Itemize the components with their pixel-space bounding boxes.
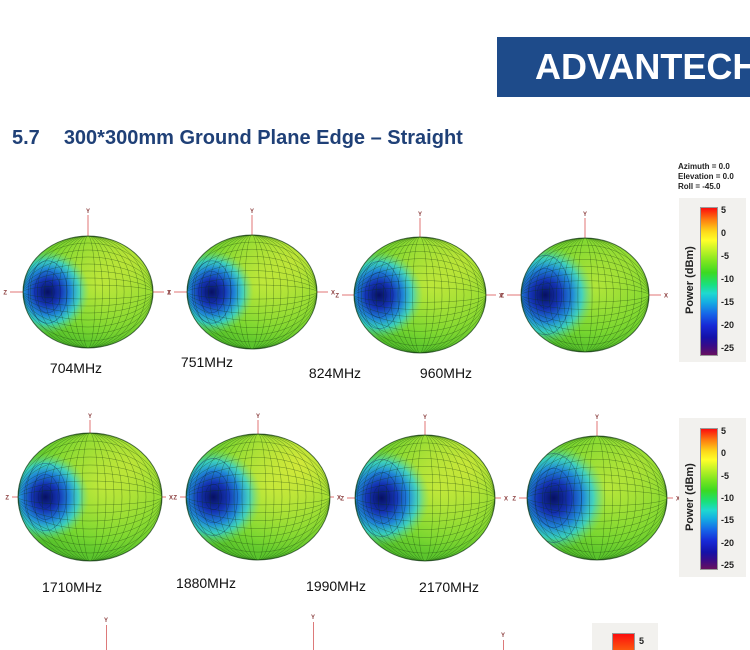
orientation-roll: Roll = -45.0 xyxy=(678,182,721,191)
colorbar-tick: -25 xyxy=(721,343,735,353)
x-axis-label: X xyxy=(504,497,508,503)
radiation-pattern-3d: YZ X xyxy=(167,209,335,350)
section-number: 5.7 xyxy=(12,127,40,149)
pattern-surface xyxy=(527,436,667,560)
y-axis-line xyxy=(105,625,107,650)
frequency-label: 1710MHz xyxy=(42,579,102,595)
frequency-label: 824MHz xyxy=(308,365,362,381)
x-axis-label: X xyxy=(167,291,171,297)
orientation-info: Azimuth = 0.0 Elevation = 0.0 Roll = -45… xyxy=(678,162,734,192)
y-axis-label: Y xyxy=(103,618,108,624)
frequency-label: 704MHz xyxy=(49,360,103,376)
y-axis-label: Y xyxy=(86,209,90,215)
orientation-azimuth: Azimuth = 0.0 xyxy=(678,162,730,171)
y-axis-line xyxy=(312,622,314,650)
y-axis-label: Y xyxy=(88,414,92,420)
colorbar-tick: -20 xyxy=(721,537,735,548)
frequency-label: 1880MHz xyxy=(176,575,236,591)
radiation-pattern-3d: YZ X xyxy=(500,212,668,353)
z-axis-label: Z xyxy=(512,497,516,503)
logo-text: ADVANTECH xyxy=(535,46,750,87)
radiation-pattern-3d: YZ X xyxy=(340,415,508,562)
colorbar-gradient xyxy=(700,207,718,356)
pattern-surface xyxy=(18,433,162,561)
colorbar-gradient xyxy=(700,428,718,570)
colorbar-row1: Power (dBm) 5 0 -5 -10 -15 -20 -25 xyxy=(679,198,746,362)
colorbar-tick: -5 xyxy=(721,470,730,481)
colorbar-tick: 5 xyxy=(721,426,727,436)
section-title: 300*300mm Ground Plane Edge – Straight xyxy=(63,127,463,149)
z-axis-label: Z xyxy=(173,496,177,502)
frequency-label: 2170MHz xyxy=(419,579,479,595)
y-axis-label: Y xyxy=(310,615,315,621)
pattern-surface xyxy=(521,238,649,352)
pattern-surface xyxy=(355,435,495,561)
radiation-pattern-3d: YZ X xyxy=(3,209,171,349)
row3-pattern2-y-axis: Y xyxy=(308,615,318,650)
colorbar-gradient xyxy=(612,633,635,650)
colorbar-ticks: 5 0 -5 -10 -15 -20 -25 xyxy=(721,426,745,570)
radiation-pattern-3d: Y Z X xyxy=(512,415,680,561)
colorbar-row2: Power (dBm) 5 0 -5 -10 -15 -20 -25 xyxy=(679,418,746,577)
y-axis-label: Y xyxy=(500,633,505,639)
colorbar-row3-partial: 5 xyxy=(592,623,658,650)
row3-pattern1-y-axis: Y xyxy=(101,618,111,650)
colorbar-axis-label: Power (dBm) xyxy=(684,246,696,314)
orientation-elevation: Elevation = 0.0 xyxy=(678,172,734,181)
y-axis-label: Y xyxy=(423,415,427,421)
colorbar-tick: -10 xyxy=(721,274,735,284)
y-axis-label: Y xyxy=(256,414,260,420)
radiation-pattern-3d: YZ X xyxy=(335,212,503,354)
frequency-label: 1990MHz xyxy=(306,578,366,594)
colorbar-tick: 0 xyxy=(721,448,727,459)
z-axis-label: Z xyxy=(3,291,7,297)
y-axis-label: Y xyxy=(583,212,587,218)
pattern-surface xyxy=(186,434,330,560)
y-axis-label: Y xyxy=(250,209,254,215)
radiation-pattern-3d: YZ X xyxy=(173,414,341,561)
x-axis-label: X xyxy=(499,294,503,300)
z-axis-label: Z xyxy=(5,496,9,502)
x-axis-label: X xyxy=(676,497,680,503)
colorbar-tick: 0 xyxy=(721,228,727,238)
z-axis-label: Z xyxy=(335,294,339,300)
y-axis-line xyxy=(502,640,504,650)
colorbar-tick: -20 xyxy=(721,320,735,330)
frequency-label: 751MHz xyxy=(180,354,234,370)
colorbar-tick: 5 xyxy=(639,636,645,646)
colorbar-tick: -15 xyxy=(721,297,735,307)
colorbar-tick: 5 xyxy=(721,205,727,215)
pattern-surface xyxy=(23,236,153,348)
y-axis-label: Y xyxy=(418,212,422,218)
x-axis-label: X xyxy=(337,496,341,502)
radiation-pattern-3d: Y Z X xyxy=(5,414,173,562)
advantech-logo: ADVANTECH xyxy=(497,37,750,97)
x-axis-label: X xyxy=(169,496,173,502)
colorbar-axis-label: Power (dBm) xyxy=(684,463,696,532)
z-axis-label: Z xyxy=(500,294,504,300)
x-axis-label: X xyxy=(331,291,335,297)
colorbar-tick: -10 xyxy=(721,492,735,503)
z-axis-label: Z xyxy=(340,497,344,503)
x-axis-label: X xyxy=(664,294,668,300)
z-axis-label: Z xyxy=(167,291,171,297)
section-heading: 5.7 300*300mm Ground Plane Edge – Straigh… xyxy=(12,127,463,150)
colorbar-tick: -5 xyxy=(721,251,730,261)
y-axis-label: Y xyxy=(595,415,599,421)
radiation-pattern-row2-4: Y Z X xyxy=(509,413,685,583)
colorbar-ticks: 5 0 -5 -10 -15 -20 -25 xyxy=(721,205,745,353)
row3-pattern3-y-axis: Y xyxy=(498,633,508,650)
colorbar-tick: -15 xyxy=(721,515,735,526)
colorbar-tick: -25 xyxy=(721,559,735,570)
frequency-label: 960MHz xyxy=(419,365,473,381)
